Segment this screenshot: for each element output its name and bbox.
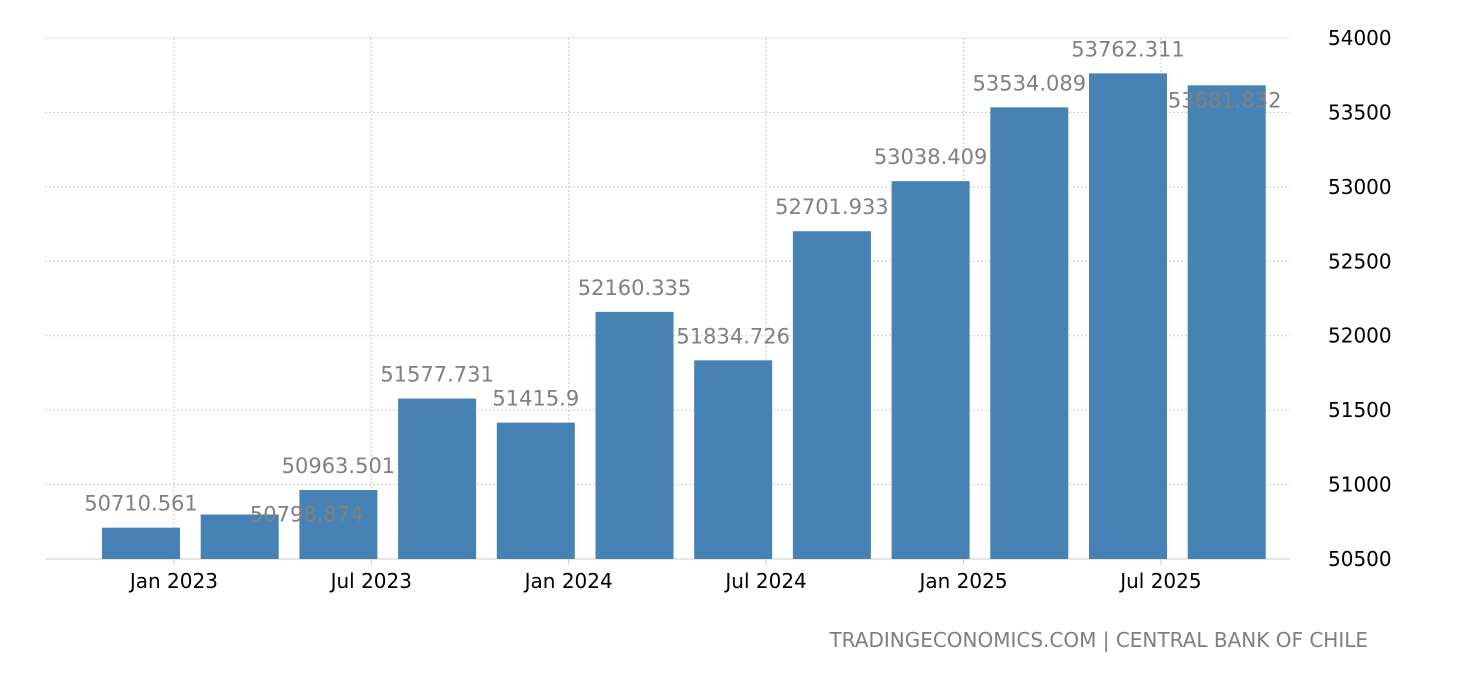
x-tick-label: Jan 2024: [523, 569, 613, 593]
y-tick-label: 50500: [1328, 547, 1392, 571]
data-label: 50798.874: [250, 503, 364, 527]
y-tick-label: 54000: [1328, 26, 1392, 50]
bar: [792, 231, 871, 559]
data-label: 52701.933: [775, 195, 889, 219]
data-label: 53534.089: [973, 71, 1087, 95]
y-tick-label: 52000: [1328, 324, 1392, 348]
bar: [595, 311, 674, 559]
bar: [891, 181, 970, 559]
bar: [299, 490, 378, 559]
data-label: 53038.409: [874, 145, 988, 169]
x-tick-label: Jan 2025: [917, 569, 1007, 593]
x-tick-label: Jul 2023: [329, 569, 412, 593]
bar: [200, 514, 279, 559]
source-footer: TRADINGECONOMICS.COM | CENTRAL BANK OF C…: [829, 628, 1368, 652]
bar: [1089, 73, 1167, 559]
x-tick-label: Jan 2023: [128, 569, 218, 593]
data-label: 51415.9: [492, 387, 579, 411]
data-label: 53681.832: [1168, 88, 1282, 112]
y-tick-label: 52500: [1328, 249, 1392, 273]
x-tick-label: Jul 2024: [723, 569, 806, 593]
bar: [1187, 85, 1266, 560]
bar: [496, 422, 575, 559]
x-tick-label: Jul 2025: [1118, 569, 1201, 593]
y-tick-label: 53000: [1328, 175, 1392, 199]
data-label: 53762.311: [1071, 37, 1185, 61]
bar: [990, 107, 1069, 559]
data-label: 50710.561: [84, 492, 198, 516]
data-label: 52160.335: [578, 276, 692, 300]
data-label: 50963.501: [282, 454, 396, 478]
data-label: 51577.731: [380, 363, 494, 387]
bar: [102, 527, 180, 559]
y-tick-label: 53500: [1328, 100, 1392, 124]
bar: [398, 398, 477, 559]
y-tick-label: 51000: [1328, 473, 1392, 497]
data-label: 51834.726: [676, 324, 790, 348]
bar: [694, 360, 773, 559]
y-tick-label: 51500: [1328, 398, 1392, 422]
